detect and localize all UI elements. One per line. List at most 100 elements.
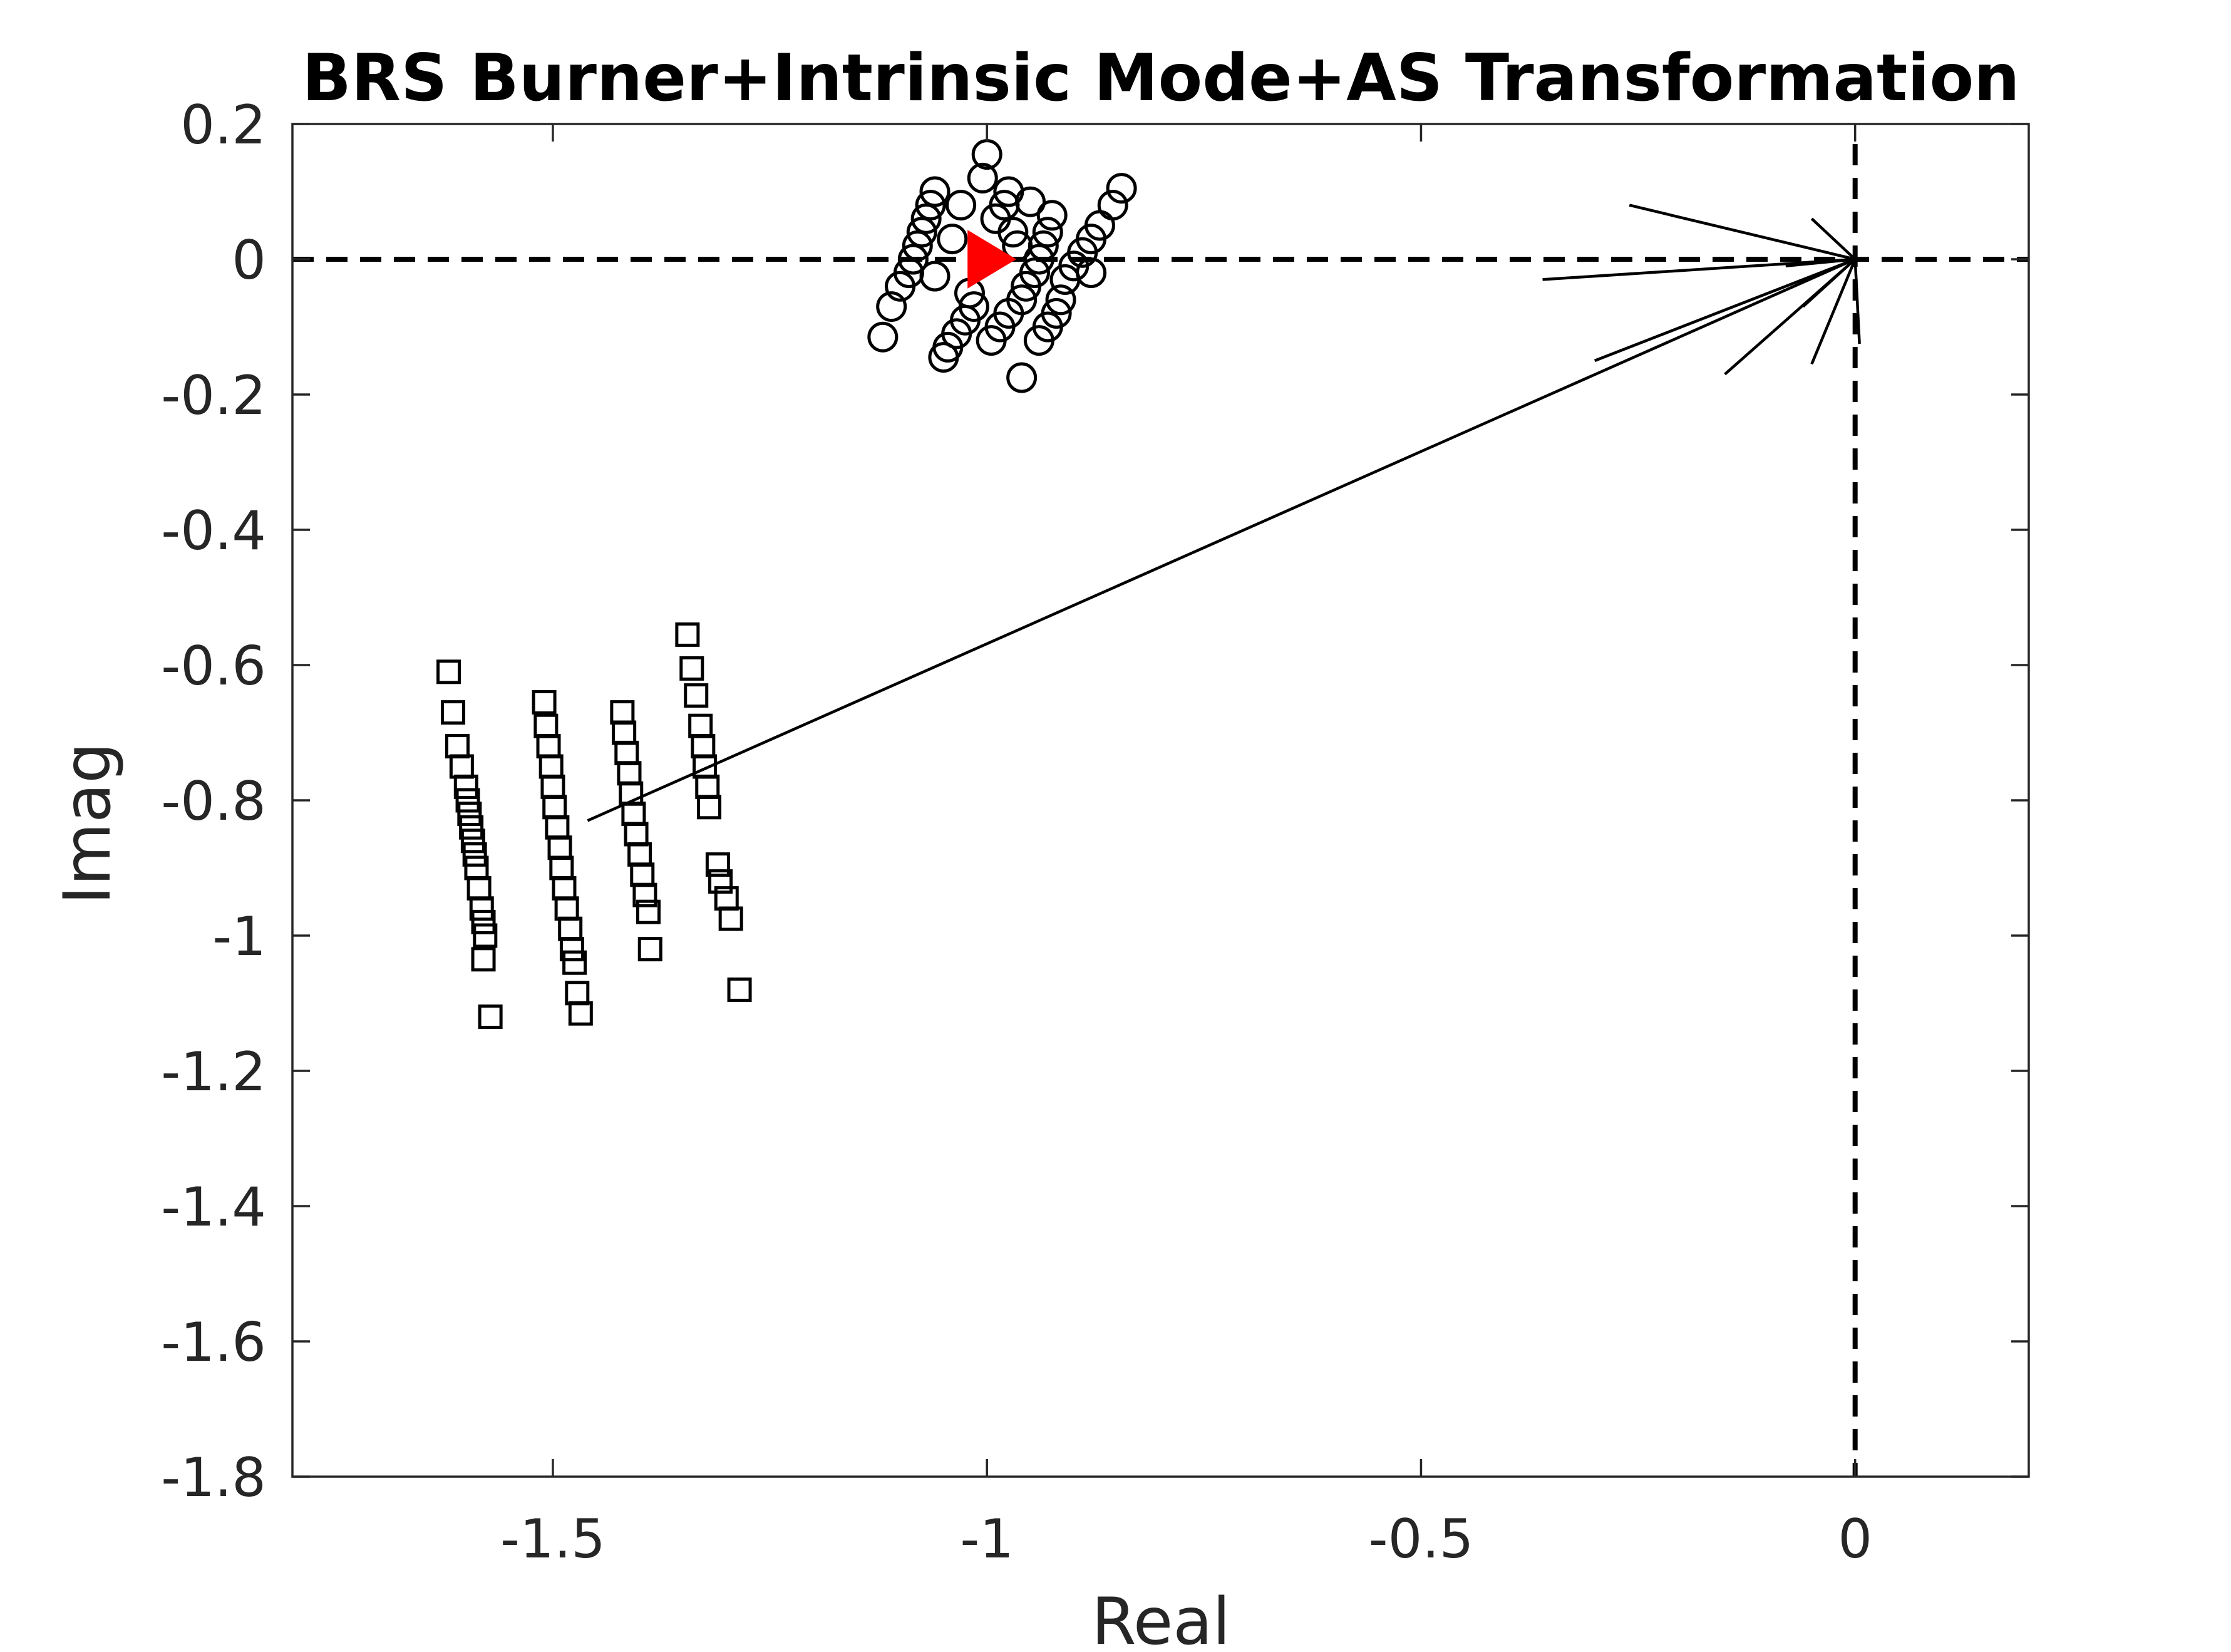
arrow-line	[1853, 259, 1861, 344]
circle-marker	[1023, 244, 1054, 275]
circle-marker	[902, 230, 933, 261]
square-marker	[630, 862, 655, 887]
circle-marker	[876, 291, 907, 323]
y-tick-label: -0.2	[161, 364, 266, 427]
square-marker	[636, 899, 661, 924]
square-marker	[552, 875, 577, 901]
circle-marker	[897, 244, 929, 275]
square-marker	[466, 875, 492, 901]
square-marker	[538, 754, 564, 779]
circle-marker	[1097, 190, 1128, 221]
chart-title: BRS Burner+Intrinsic Mode+AS Transformat…	[302, 41, 2019, 116]
square-marker	[536, 734, 561, 759]
y-axis-label: Imag	[50, 742, 125, 904]
axis-ticks: -1.5 -1 -0.5 0 0.2 0 -0.2 -0.4 -0.6 -0.8 -1 -1.2 -1.…	[161, 94, 2029, 1571]
square-marker	[533, 713, 559, 738]
arrow-line	[1629, 204, 1856, 261]
x-tick-label: 0	[1838, 1508, 1872, 1571]
square-marker	[718, 906, 743, 931]
square-marker	[621, 802, 646, 827]
square-marker	[679, 656, 704, 681]
square-marker	[542, 795, 567, 820]
circle-marker	[967, 162, 998, 194]
data-markers	[436, 139, 1137, 1030]
square-marker	[441, 700, 466, 725]
circle-marker	[1015, 186, 1046, 217]
square-marker	[455, 788, 480, 813]
square-marker	[460, 829, 485, 854]
square-marker	[688, 713, 713, 738]
square-marker	[617, 761, 642, 786]
arrow-line	[587, 257, 1856, 822]
y-tick-label: -1.2	[161, 1041, 266, 1103]
triangle-marker	[967, 230, 1017, 289]
circle-marker	[937, 224, 968, 255]
x-tick-label: -0.5	[1369, 1508, 1474, 1571]
x-tick-label: -1	[960, 1508, 1014, 1571]
square-marker	[436, 659, 461, 684]
square-marker	[445, 734, 470, 759]
square-marker	[695, 774, 720, 799]
circle-marker	[1032, 217, 1063, 248]
square-marker	[549, 855, 574, 880]
square-marker	[708, 869, 733, 894]
circle-marker	[919, 176, 951, 207]
square-marker	[637, 937, 662, 962]
arrow-line	[1810, 259, 1857, 365]
square-marker	[478, 1004, 503, 1030]
square-marker	[469, 896, 494, 921]
square-marker	[691, 734, 716, 759]
y-tick-label: 0.2	[180, 94, 266, 157]
y-tick-label: -1.8	[161, 1447, 266, 1509]
square-marker	[473, 923, 498, 948]
square-marker	[624, 822, 649, 847]
axes-box	[291, 123, 2030, 1478]
circle-marker	[906, 217, 937, 248]
circle-marker	[1045, 284, 1076, 316]
square-marker	[453, 774, 478, 799]
circle-marker	[915, 190, 946, 221]
square-marker	[547, 835, 572, 860]
square-marker	[459, 815, 484, 840]
circle-marker	[919, 261, 951, 292]
y-tick-label: -0.4	[161, 500, 266, 562]
square-marker	[614, 740, 639, 765]
square-marker	[684, 683, 709, 708]
square-marker	[471, 947, 496, 972]
arrow-line	[1810, 217, 1857, 261]
y-tick-label: -1.6	[161, 1311, 266, 1374]
circle-marker	[1041, 297, 1072, 329]
square-marker	[565, 981, 590, 1006]
square-marker	[562, 950, 587, 975]
circle-marker	[1106, 173, 1137, 204]
square-marker	[632, 882, 657, 907]
square-marker	[568, 1001, 593, 1026]
square-marker	[627, 842, 652, 867]
circle-marker	[1028, 230, 1059, 261]
y-tick-label: -0.6	[161, 635, 266, 698]
circle-marker	[958, 291, 989, 323]
x-axis-label: Real	[1091, 1584, 1230, 1652]
x-tick-label: -1.5	[500, 1508, 605, 1571]
axes-frame	[291, 123, 2030, 1478]
y-tick-label: -1	[212, 906, 266, 968]
square-marker	[610, 700, 635, 725]
circle-marker	[867, 321, 899, 353]
reference-lines	[292, 144, 2029, 1477]
arrow-line	[1801, 258, 1857, 308]
square-marker	[697, 795, 722, 820]
arrow-line	[1594, 257, 1856, 363]
square-marker	[449, 754, 474, 779]
square-marker	[457, 802, 482, 827]
square-marker	[612, 720, 637, 745]
circle-marker	[1006, 362, 1038, 393]
circle-marker	[997, 217, 1029, 248]
circle-marker	[1019, 257, 1050, 289]
square-marker	[532, 689, 557, 715]
arrow-line	[1785, 257, 1855, 268]
arrow-line	[1542, 257, 1855, 281]
square-marker	[727, 977, 752, 1002]
square-marker	[675, 622, 700, 647]
y-tick-label: -0.8	[161, 770, 266, 833]
